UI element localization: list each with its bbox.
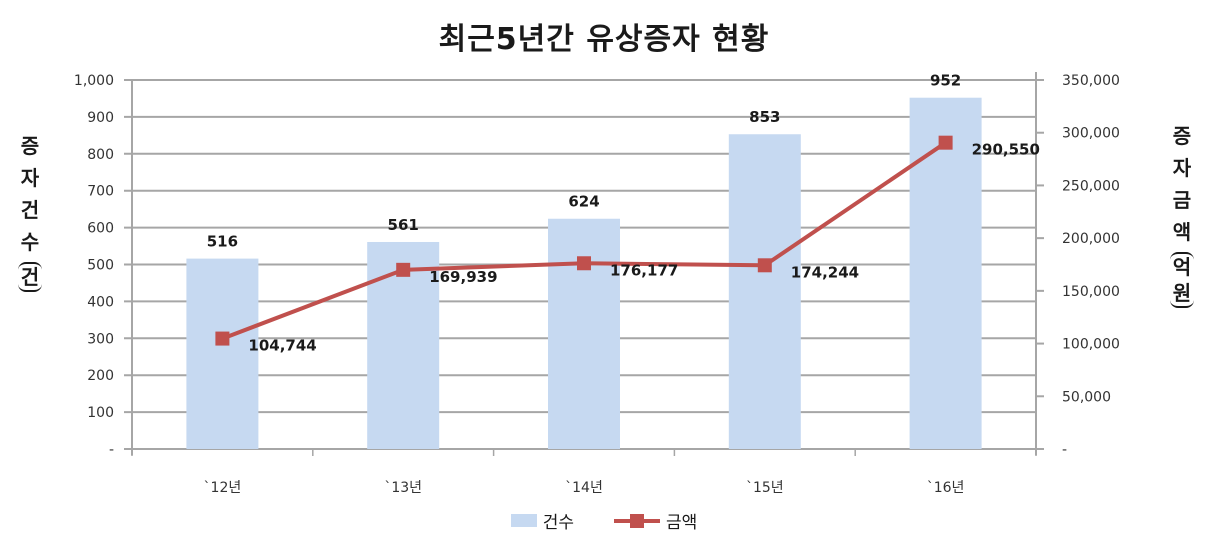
x-axis-category-label: `12년 [204, 480, 242, 496]
bar-count [548, 218, 620, 449]
bar-data-label: 624 [568, 193, 599, 211]
left-axis-tick-label: 800 [87, 147, 114, 163]
right-axis-tick-label: 350,000 [1062, 73, 1120, 89]
x-axis-category-label: `15년 [746, 480, 784, 496]
left-axis-tick-label: 300 [87, 331, 114, 347]
left-axis-tick-label: 1,000 [74, 73, 114, 89]
left-axis-tick-label: 500 [87, 258, 114, 274]
left-axis-tick-label: 400 [87, 294, 114, 310]
line-data-label: 174,244 [791, 263, 859, 281]
left-axis-tick-label: - [109, 442, 114, 458]
right-axis-tick-label: 250,000 [1062, 178, 1120, 194]
x-axis-category-label: `13년 [384, 480, 422, 496]
left-axis-tick-label: 100 [87, 405, 114, 421]
right-axis-tick-label: 150,000 [1062, 284, 1120, 300]
chart-legend: 건수 금액 [0, 508, 1208, 533]
line-data-label: 104,744 [248, 337, 316, 355]
bar-data-label: 853 [749, 108, 780, 126]
right-axis-tick-label: 200,000 [1062, 231, 1120, 247]
x-axis-category-label: `16년 [927, 480, 965, 496]
bar-data-label: 516 [207, 233, 238, 251]
left-axis-tick-label: 700 [87, 184, 114, 200]
bar-swatch-icon [510, 514, 537, 527]
amount-marker [757, 258, 772, 273]
line-data-label: 290,550 [972, 141, 1040, 159]
right-axis-tick-label: - [1062, 442, 1067, 458]
amount-marker [396, 262, 411, 277]
line-data-label: 169,939 [429, 268, 497, 286]
legend-item-count: 건수 [510, 508, 574, 533]
amount-marker [577, 256, 591, 271]
bar-data-label: 952 [930, 72, 961, 90]
line-marker-swatch-icon [614, 513, 660, 529]
left-axis-tick-label: 900 [87, 110, 114, 126]
bar-data-label: 561 [388, 216, 419, 234]
legend-item-amount: 금액 [614, 508, 697, 533]
legend-label-amount: 금액 [666, 513, 698, 533]
line-data-label: 176,177 [610, 261, 678, 279]
bar-count [186, 258, 259, 449]
legend-label-count: 건수 [542, 513, 574, 533]
left-axis-tick-label: 200 [87, 368, 114, 384]
amount-marker [215, 331, 230, 346]
x-axis-category-label: `14년 [565, 480, 603, 496]
right-axis-tick-label: 100,000 [1062, 337, 1120, 353]
amount-marker [938, 135, 953, 150]
right-axis-tick-label: 50,000 [1062, 389, 1111, 405]
bar-count [909, 97, 982, 449]
right-axis-tick-label: 300,000 [1062, 126, 1120, 142]
bar-count [728, 134, 801, 450]
left-axis-tick-label: 600 [87, 221, 114, 237]
chart-title: 최근5년간 유상증자 현황 [438, 22, 770, 57]
